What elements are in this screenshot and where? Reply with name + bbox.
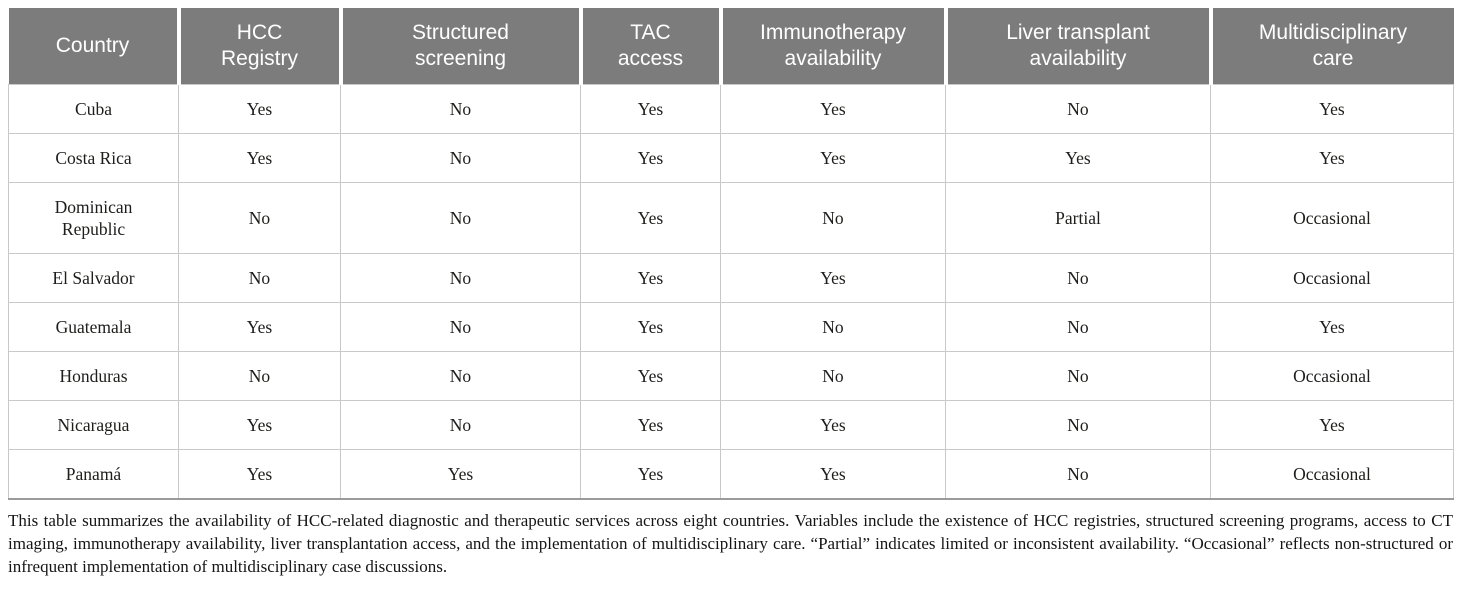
column-header-structured-screening: Structured screening — [338, 8, 581, 85]
cell-value: Occasional — [1210, 351, 1454, 401]
table-footnote: This table summarizes the availability o… — [8, 511, 1453, 576]
cell-value: Yes — [720, 84, 946, 134]
column-header-country: Country — [8, 8, 179, 85]
cell-value: Yes — [720, 449, 946, 500]
cell-country: Guatemala — [8, 302, 179, 352]
cell-value: Yes — [178, 302, 341, 352]
cell-value: Yes — [720, 253, 946, 303]
column-header-tac-access: TAC access — [578, 8, 721, 85]
cell-value: Yes — [580, 400, 721, 450]
cell-value: No — [720, 351, 946, 401]
cell-value: No — [945, 253, 1211, 303]
column-header-multidisciplinary: Multidisciplinary care — [1208, 8, 1454, 85]
cell-value: Yes — [720, 400, 946, 450]
cell-country: Dominican Republic — [8, 182, 179, 254]
cell-value: Yes — [1210, 133, 1454, 183]
cell-value: Yes — [1210, 400, 1454, 450]
cell-value: No — [340, 84, 581, 134]
column-header-immunotherapy: Immunotherapy availability — [718, 8, 946, 85]
table-row-panama: Panamá Yes Yes Yes Yes No Occasional — [8, 449, 1454, 500]
cell-value: No — [720, 182, 946, 254]
cell-value: Occasional — [1210, 449, 1454, 500]
table-row-honduras: Honduras No No Yes No No Occasional — [8, 351, 1454, 401]
cell-value: Yes — [178, 133, 341, 183]
cell-value: Partial — [945, 182, 1211, 254]
services-table: Country HCC Registry Structured screenin… — [8, 8, 1454, 500]
cell-value: Occasional — [1210, 182, 1454, 254]
cell-value: No — [945, 84, 1211, 134]
cell-country: Panamá — [8, 449, 179, 500]
table-row-nicaragua: Nicaragua Yes No Yes Yes No Yes — [8, 400, 1454, 450]
cell-value: No — [340, 302, 581, 352]
cell-value: No — [720, 302, 946, 352]
cell-value: No — [340, 253, 581, 303]
cell-value: Yes — [580, 449, 721, 500]
cell-country: Cuba — [8, 84, 179, 134]
cell-value: No — [178, 182, 341, 254]
table-row-guatemala: Guatemala Yes No Yes No No Yes — [8, 302, 1454, 352]
cell-value: No — [945, 449, 1211, 500]
cell-value: No — [178, 253, 341, 303]
cell-value: No — [945, 302, 1211, 352]
column-header-hcc-registry: HCC Registry — [176, 8, 341, 85]
cell-value: No — [340, 400, 581, 450]
cell-value: Yes — [1210, 84, 1454, 134]
table-row-el-salvador: El Salvador No No Yes Yes No Occasional — [8, 253, 1454, 303]
cell-value: Yes — [580, 253, 721, 303]
cell-country: El Salvador — [8, 253, 179, 303]
cell-country: Honduras — [8, 351, 179, 401]
cell-value: No — [340, 351, 581, 401]
cell-value: Yes — [580, 84, 721, 134]
table-row-costa-rica: Costa Rica Yes No Yes Yes Yes Yes — [8, 133, 1454, 183]
cell-value: Yes — [580, 351, 721, 401]
cell-value: No — [340, 182, 581, 254]
cell-value: No — [945, 351, 1211, 401]
column-header-liver-transplant: Liver transplant availability — [943, 8, 1211, 85]
cell-value: Yes — [580, 133, 721, 183]
cell-value: Occasional — [1210, 253, 1454, 303]
cell-value: Yes — [178, 84, 341, 134]
cell-value: Yes — [178, 400, 341, 450]
cell-value: No — [340, 133, 581, 183]
cell-country: Nicaragua — [8, 400, 179, 450]
cell-value: Yes — [580, 302, 721, 352]
cell-value: Yes — [1210, 302, 1454, 352]
cell-value: No — [178, 351, 341, 401]
cell-value: No — [945, 400, 1211, 450]
cell-country: Costa Rica — [8, 133, 179, 183]
table-row-dominican-republic: Dominican Republic No No Yes No Partial … — [8, 182, 1454, 254]
cell-value: Yes — [178, 449, 341, 500]
cell-value: Yes — [340, 449, 581, 500]
cell-value: Yes — [720, 133, 946, 183]
table-row-cuba: Cuba Yes No Yes Yes No Yes — [8, 84, 1454, 134]
hcc-services-table-figure: Country HCC Registry Structured screenin… — [8, 8, 1454, 578]
cell-value: Yes — [945, 133, 1211, 183]
cell-value: Yes — [580, 182, 721, 254]
header-row: Country HCC Registry Structured screenin… — [8, 8, 1454, 85]
